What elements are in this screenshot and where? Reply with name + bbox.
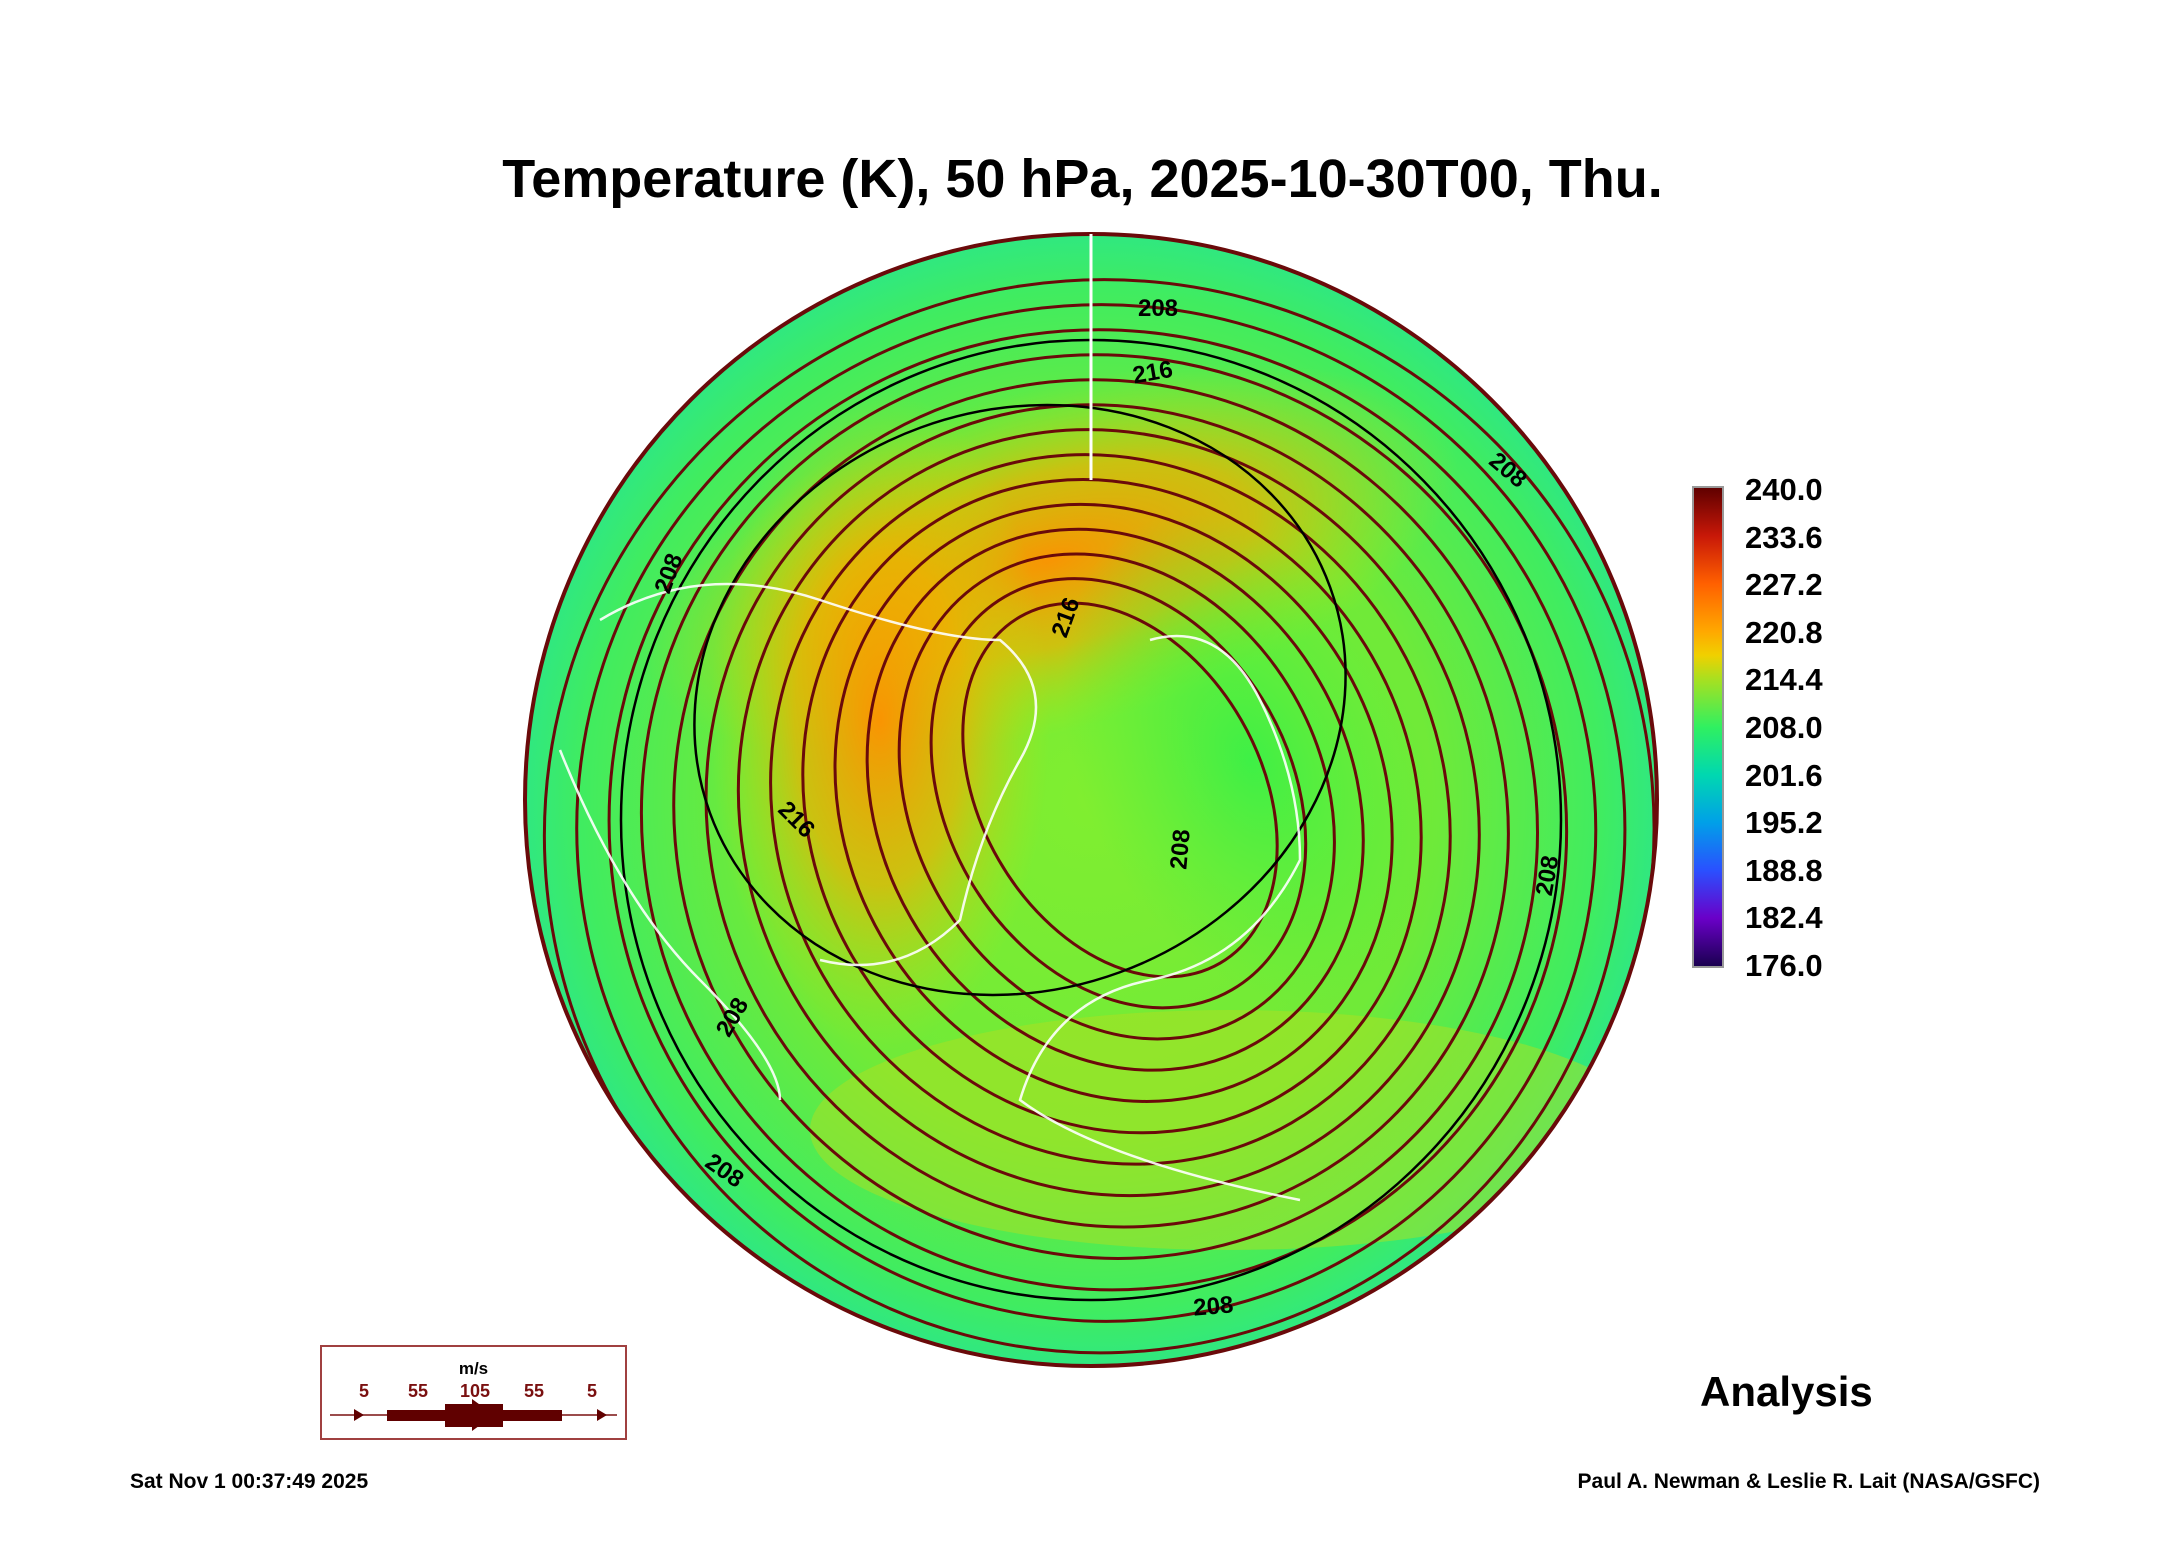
streamline [575, 303, 1627, 1355]
coastline [599, 582, 1038, 967]
colorbar-tick-label: 201.6 [1745, 757, 1823, 793]
streamline [704, 403, 1510, 1229]
colorbar-tick-label: 195.2 [1745, 805, 1823, 841]
legend-speed: 55 [407, 1381, 429, 1401]
colorbar-tick-label: 208.0 [1745, 710, 1823, 745]
streamline [897, 552, 1336, 1041]
cold-region [1060, 513, 1440, 1007]
legend-speed: 105 [459, 1381, 491, 1401]
streamline [801, 478, 1423, 1135]
streamline [607, 328, 1598, 1323]
contour-label: 208 [1192, 1291, 1234, 1321]
colorbar-tick-label: 176.0 [1745, 948, 1823, 983]
streamline [639, 353, 1569, 1292]
analysis-label: Analysis [1700, 1368, 1873, 1415]
legend-speed: 5 [358, 1381, 370, 1401]
streamline [672, 378, 1539, 1260]
warm-region [710, 390, 1050, 1050]
contour-label: 208 [1138, 295, 1178, 322]
warm-band [810, 1010, 1650, 1250]
streamline [769, 453, 1452, 1166]
colorbar-tick-label: 227.2 [1745, 567, 1823, 603]
coastline [558, 749, 782, 1101]
coastline [1018, 634, 1302, 1202]
wind-speed-legend: m/s 5 55 105 55 5 [320, 1345, 627, 1440]
colorbar-tick-label: 188.8 [1745, 852, 1823, 888]
streamline [865, 527, 1365, 1072]
footer-credit: Paul A. Newman & Leslie R. Lait (NASA/GS… [1577, 1470, 2040, 1493]
colorbar-tick-label: 240.0 [1745, 472, 1823, 507]
streamline [961, 601, 1279, 979]
colorbar [1692, 486, 1724, 968]
colorbar-tick-label: 233.6 [1745, 519, 1823, 555]
legend-speed: 5 [586, 1381, 598, 1401]
legend-speed: 55 [523, 1381, 545, 1401]
colorbar-tick-label: 220.8 [1745, 614, 1823, 650]
contour-216 [693, 403, 1347, 997]
contour-label: 208 [1165, 828, 1195, 870]
chart-title: Temperature (K), 50 hPa, 2025-10-30T00, … [502, 149, 1663, 209]
legend-arrow [330, 1399, 617, 1431]
colorbar-tick-label: 182.4 [1745, 900, 1823, 936]
colorbar-tick-label: 214.4 [1745, 662, 1823, 698]
footer-timestamp: Sat Nov 1 00:37:49 2025 [130, 1470, 369, 1493]
legend-units: m/s [458, 1359, 489, 1378]
streamline [736, 428, 1481, 1198]
